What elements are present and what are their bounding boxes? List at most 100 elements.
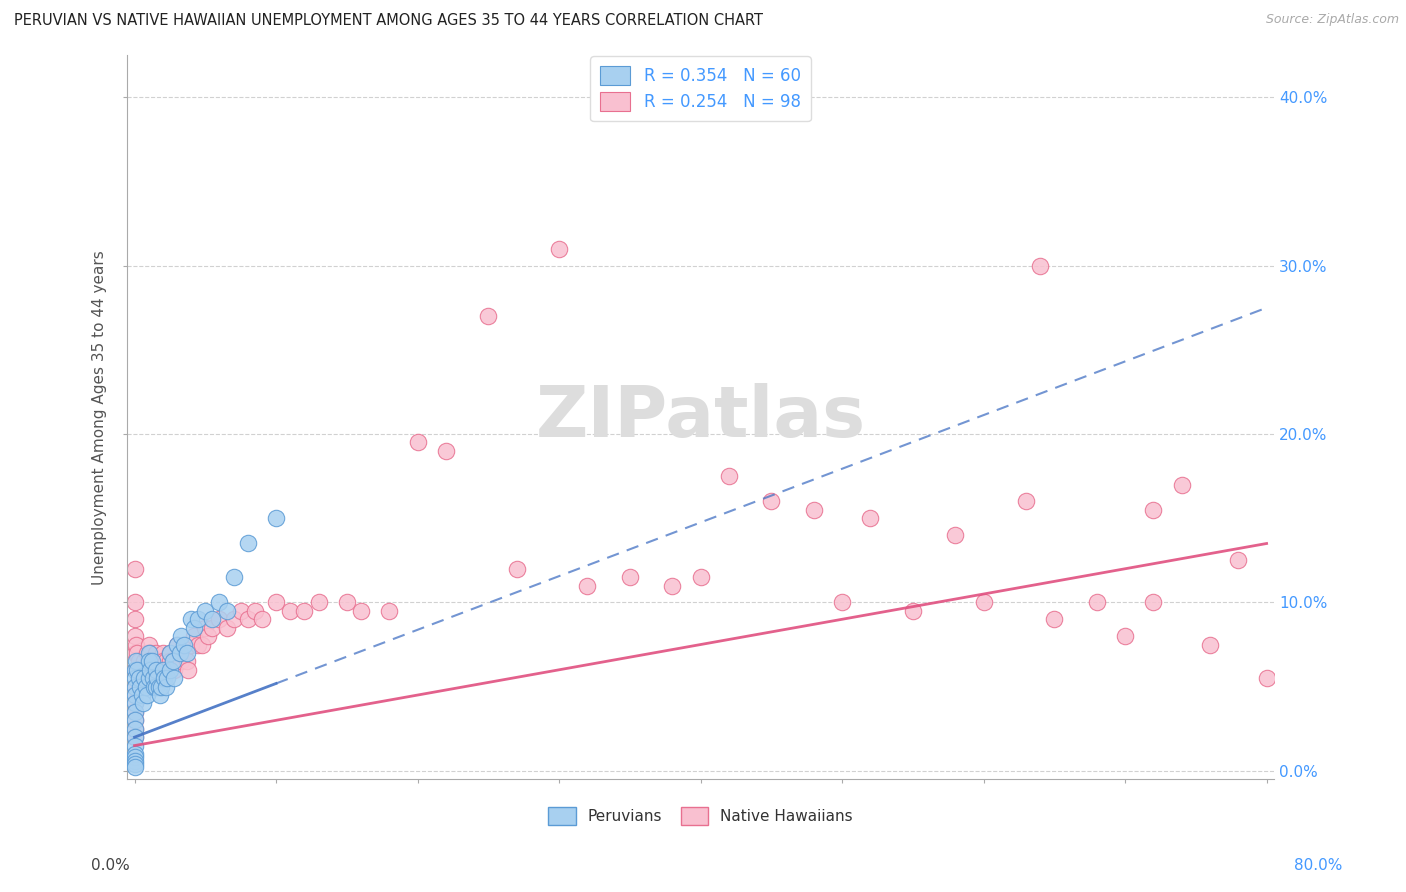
Point	[132, 697, 155, 711]
Point	[124, 663, 146, 677]
Point	[177, 663, 200, 677]
Point	[166, 638, 188, 652]
Point	[138, 671, 160, 685]
Point	[176, 654, 198, 668]
Point	[222, 570, 245, 584]
Point	[153, 671, 176, 685]
Point	[129, 663, 152, 677]
Point	[350, 604, 373, 618]
Point	[156, 671, 179, 685]
Point	[292, 604, 315, 618]
Point	[124, 739, 146, 753]
Point	[152, 646, 174, 660]
Point	[138, 654, 160, 668]
Point	[131, 688, 153, 702]
Point	[717, 469, 740, 483]
Point	[1142, 503, 1164, 517]
Point	[155, 680, 177, 694]
Point	[1029, 259, 1052, 273]
Point	[187, 638, 209, 652]
Point	[215, 604, 238, 618]
Point	[222, 612, 245, 626]
Text: 80.0%: 80.0%	[1295, 858, 1343, 873]
Point	[124, 697, 146, 711]
Point	[124, 688, 146, 702]
Point	[127, 663, 149, 677]
Point	[146, 654, 169, 668]
Point	[146, 671, 169, 685]
Point	[143, 680, 166, 694]
Point	[973, 595, 995, 609]
Point	[831, 595, 853, 609]
Point	[129, 680, 152, 694]
Point	[145, 680, 167, 694]
Point	[761, 494, 783, 508]
Point	[124, 730, 146, 744]
Point	[1043, 612, 1066, 626]
Text: ZIPatlas: ZIPatlas	[536, 383, 866, 451]
Point	[153, 663, 176, 677]
Point	[141, 654, 163, 668]
Point	[215, 621, 238, 635]
Point	[1199, 638, 1222, 652]
Point	[162, 654, 184, 668]
Point	[124, 722, 146, 736]
Point	[264, 511, 287, 525]
Text: 0.0%: 0.0%	[91, 858, 131, 873]
Point	[159, 646, 181, 660]
Point	[139, 663, 162, 677]
Point	[124, 562, 146, 576]
Point	[169, 646, 191, 660]
Point	[208, 612, 231, 626]
Point	[124, 680, 146, 694]
Legend: Peruvians, Native Hawaiians: Peruvians, Native Hawaiians	[541, 801, 859, 831]
Point	[173, 638, 195, 652]
Point	[142, 671, 165, 685]
Point	[194, 621, 217, 635]
Point	[434, 443, 457, 458]
Point	[548, 242, 571, 256]
Point	[134, 671, 156, 685]
Point	[169, 646, 191, 660]
Point	[159, 654, 181, 668]
Point	[236, 612, 259, 626]
Point	[187, 612, 209, 626]
Point	[124, 760, 146, 774]
Point	[1015, 494, 1038, 508]
Point	[166, 654, 188, 668]
Point	[229, 604, 252, 618]
Point	[124, 697, 146, 711]
Point	[278, 604, 301, 618]
Point	[901, 604, 924, 618]
Point	[138, 654, 160, 668]
Point	[124, 757, 146, 772]
Point	[138, 638, 160, 652]
Point	[250, 612, 273, 626]
Point	[170, 629, 193, 643]
Point	[124, 714, 146, 728]
Point	[208, 595, 231, 609]
Point	[264, 595, 287, 609]
Point	[1085, 595, 1108, 609]
Point	[142, 663, 165, 677]
Point	[661, 579, 683, 593]
Point	[136, 688, 159, 702]
Point	[128, 671, 150, 685]
Point	[236, 536, 259, 550]
Point	[132, 671, 155, 685]
Point	[150, 663, 173, 677]
Point	[148, 663, 170, 677]
Point	[180, 638, 202, 652]
Text: Source: ZipAtlas.com: Source: ZipAtlas.com	[1265, 13, 1399, 27]
Point	[166, 638, 188, 652]
Point	[139, 646, 162, 660]
Point	[619, 570, 641, 584]
Point	[124, 688, 146, 702]
Point	[1170, 477, 1192, 491]
Point	[159, 663, 181, 677]
Point	[1256, 671, 1278, 685]
Point	[159, 646, 181, 660]
Point	[124, 680, 146, 694]
Point	[124, 629, 146, 643]
Point	[477, 309, 499, 323]
